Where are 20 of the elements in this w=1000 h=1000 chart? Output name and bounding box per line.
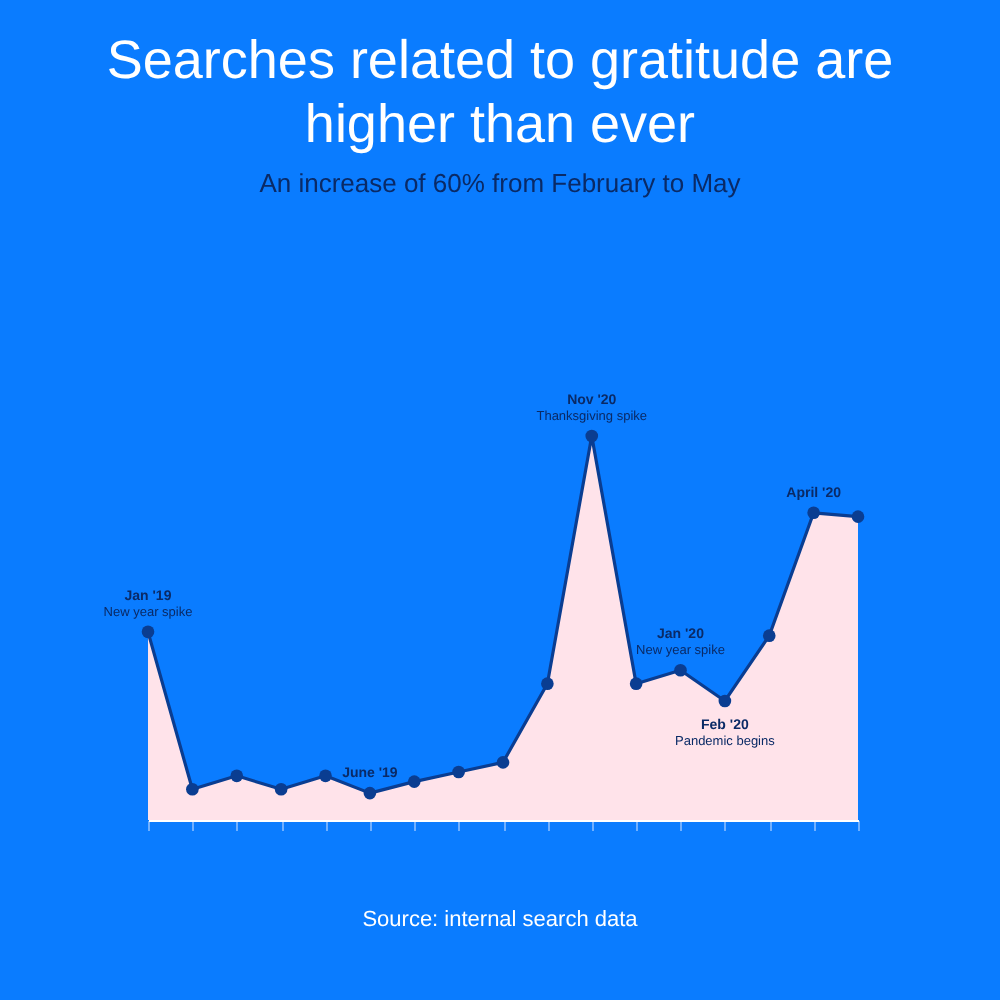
chart-title: Searches related to gratitude are higher than ever xyxy=(104,28,896,156)
point xyxy=(762,629,776,642)
point xyxy=(274,782,288,796)
point xyxy=(407,775,421,788)
point xyxy=(230,769,244,783)
point xyxy=(629,677,643,690)
point xyxy=(851,510,865,523)
point xyxy=(452,765,465,779)
point xyxy=(585,429,599,443)
point xyxy=(186,782,199,796)
chart-subtitle: An increase of 60% from February to May xyxy=(257,168,743,198)
point xyxy=(319,769,332,783)
point xyxy=(363,786,377,800)
point xyxy=(141,625,155,639)
point xyxy=(807,506,820,520)
point xyxy=(718,694,732,708)
point xyxy=(496,756,510,769)
source-note: Source: internal search data xyxy=(360,908,640,932)
point xyxy=(674,663,687,677)
point xyxy=(541,677,554,690)
